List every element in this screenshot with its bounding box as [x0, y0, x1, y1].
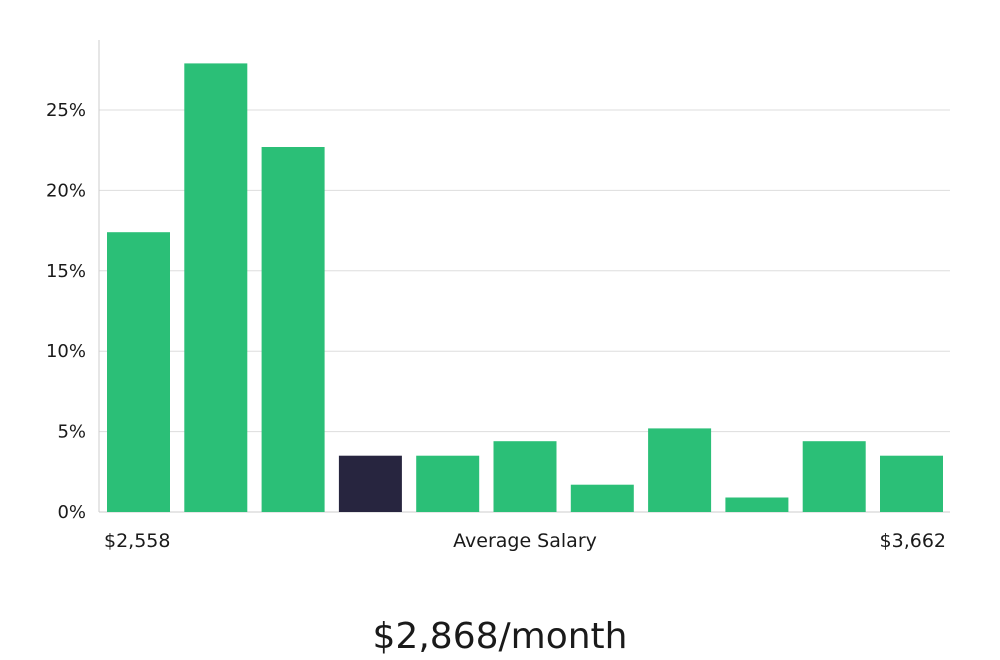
bar-10 — [802, 441, 866, 512]
bar-2 — [184, 63, 248, 513]
x-min-label: $2,558 — [104, 530, 170, 552]
salary-headline: $2,868/month — [373, 616, 628, 657]
y-tick-label-20: 20% — [46, 180, 86, 201]
bar-7 — [570, 484, 634, 512]
y-tick-label-5: 5% — [57, 422, 86, 443]
bar-3 — [261, 147, 325, 512]
bar-6 — [493, 441, 557, 512]
bar-11 — [880, 455, 943, 512]
bar-9 — [725, 497, 789, 512]
x-max-label: $3,662 — [880, 530, 946, 552]
y-tick-label-15: 15% — [46, 261, 86, 282]
x-axis-label: Average Salary — [453, 530, 597, 552]
y-tick-label-10: 10% — [46, 341, 86, 362]
bar-8 — [648, 428, 712, 512]
bar-1 — [107, 232, 170, 512]
y-axis-ticks: 0% 5% 10% 15% 20% 25% — [46, 100, 86, 523]
bars — [107, 63, 943, 513]
y-tick-label-0: 0% — [57, 502, 86, 523]
bar-5 — [416, 455, 480, 512]
y-tick-label-25: 25% — [46, 100, 86, 121]
bar-highlighted — [338, 455, 402, 512]
